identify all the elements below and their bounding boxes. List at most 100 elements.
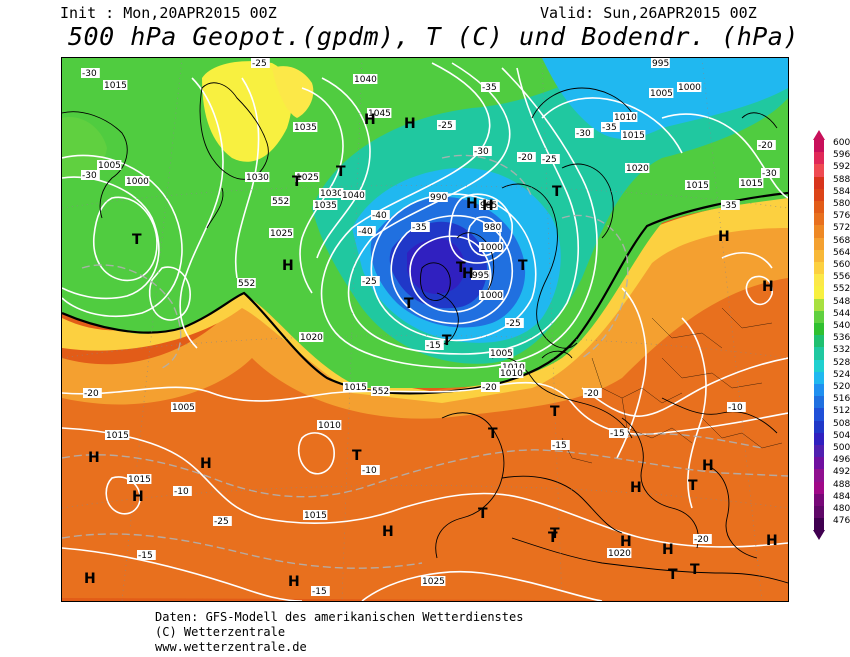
legend-label: 556 [833,272,850,283]
svg-text:1000: 1000 [480,243,503,253]
svg-text:1000: 1000 [126,177,149,187]
temperature-label: -20 [583,388,602,399]
pressure-label: 1020 [299,332,324,343]
svg-text:1025: 1025 [270,229,293,239]
pressure-label: 1015 [127,474,152,485]
legend-label: 592 [833,162,850,173]
svg-text:T: T [442,333,452,349]
svg-text:552: 552 [272,197,289,207]
pressure-labels: 1015 1040 1035 995 1000 1045 1005 1010 1015 1005 1… [97,58,764,587]
high-center: H [200,456,212,472]
svg-text:H: H [762,279,774,295]
svg-text:1030: 1030 [320,189,343,199]
height-label: 552 [237,278,256,289]
legend-swatch [814,152,824,165]
init-time: Init : Mon,20APR2015 00Z [60,4,277,22]
svg-text:1045: 1045 [368,109,391,119]
svg-text:T: T [688,478,698,494]
svg-text:1025: 1025 [422,577,445,587]
svg-text:H: H [630,480,642,496]
temperature-label: -35 [721,200,740,211]
pressure-label: 1015 [685,180,710,191]
svg-text:1010: 1010 [500,369,523,379]
svg-text:1005: 1005 [98,161,121,171]
legend-swatch [814,188,824,201]
legend-label: 552 [833,284,850,295]
pressure-label: 1015 [343,382,368,393]
svg-text:-20: -20 [518,153,533,163]
svg-text:T: T [548,530,558,546]
svg-text:-25: -25 [252,59,267,69]
pressure-label: 1030 [245,172,270,183]
svg-text:T: T [518,258,528,274]
svg-text:T: T [668,567,678,583]
legend-label: 548 [833,296,850,307]
svg-text:552: 552 [372,387,389,397]
high-center: H [766,533,778,549]
svg-text:-20: -20 [758,141,773,151]
low-center: T [688,478,698,494]
svg-text:-35: -35 [482,83,497,93]
svg-text:-25: -25 [438,121,453,131]
svg-text:-30: -30 [82,69,97,79]
legend-label: 584 [833,186,850,197]
high-center: H [630,480,642,496]
low-center: T [404,296,414,312]
temperature-label: -10 [727,402,746,413]
svg-text:T: T [550,526,560,542]
svg-text:1020: 1020 [300,333,323,343]
svg-text:552: 552 [238,279,255,289]
legend-label: 520 [833,382,850,392]
svg-text:-15: -15 [552,441,567,451]
footer: Daten: GFS-Modell des amerikanischen Wet… [155,610,523,655]
svg-text:1015: 1015 [128,475,151,485]
legend-label: 516 [833,394,850,405]
legend-label: 564 [833,247,850,258]
svg-text:995: 995 [472,271,489,281]
temperature-label: -40 [357,226,376,237]
pressure-label: 995 [651,58,670,69]
legend-label: 528 [833,357,850,368]
legend-swatch [814,518,824,531]
temperature-label: -25 [505,318,524,329]
weather-map: 1015 1040 1035 995 1000 1045 1005 1010 1015 1005 1… [61,57,789,602]
svg-text:T: T [690,562,700,578]
legend-label: 544 [833,308,850,319]
low-center: T [456,260,466,276]
temperature-label: -25 [541,154,560,165]
legend-swatch [814,323,824,336]
svg-text:H: H [702,458,714,474]
high-center: H [462,266,474,282]
svg-text:-20: -20 [694,535,709,545]
high-center: H [282,258,294,274]
svg-text:1040: 1040 [342,191,365,201]
legend-swatch [814,262,824,275]
legend-swatch [814,347,824,360]
temperature-label: -20 [481,382,500,393]
legend-swatch [814,384,824,397]
legend-label: 480 [833,504,850,514]
legend-swatch [814,396,824,409]
low-center: T [336,164,346,180]
high-center: H [382,524,394,540]
svg-text:995: 995 [652,59,669,69]
svg-text:H: H [466,196,478,212]
legend-swatch [814,310,824,323]
temperature-label: -25 [361,276,380,287]
svg-text:-30: -30 [576,129,591,139]
legend-swatch [814,237,824,250]
pressure-label: 1010 [317,420,342,431]
pressure-label: 1010 [613,112,638,123]
legend-swatch [814,481,824,494]
legend-swatch [814,359,824,372]
pressure-label: 1005 [649,88,674,99]
pressure-label: 1035 [293,122,318,133]
svg-text:1015: 1015 [344,383,367,393]
height-labels: 552 552 552 [237,196,390,397]
legend-swatch [814,408,824,421]
high-center: H [132,489,144,505]
temperature-label: -30 [473,146,492,157]
high-center: H [404,116,416,132]
svg-text:-40: -40 [358,227,373,237]
svg-text:-15: -15 [312,587,327,597]
